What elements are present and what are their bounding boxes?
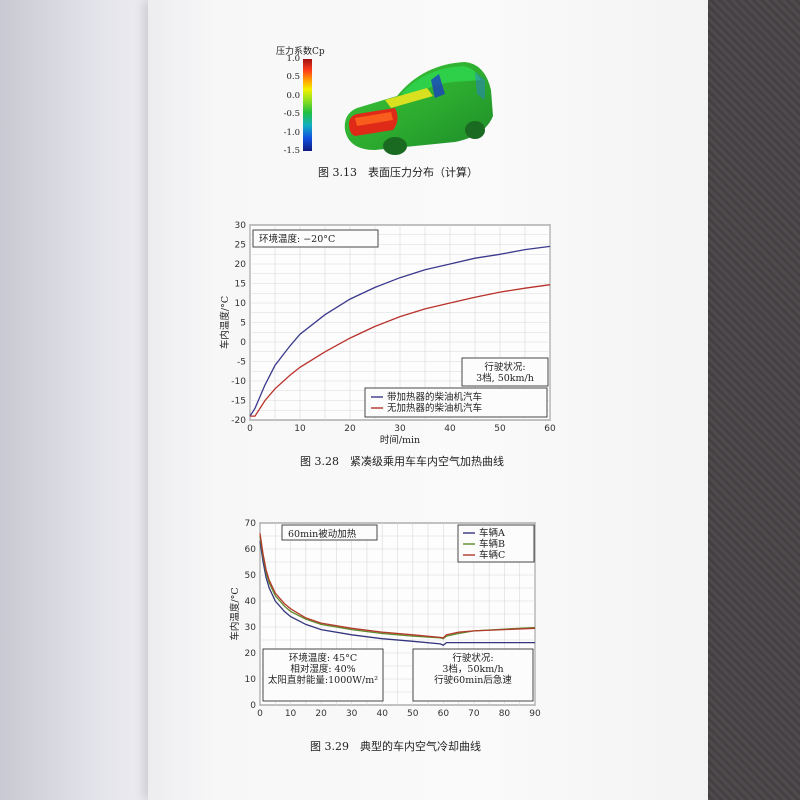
colorbar-tick-label: 0.0 [286, 90, 300, 101]
legend [364, 387, 548, 418]
y-tick-label: 50 [245, 571, 257, 581]
x-tick-label: 0 [247, 424, 253, 434]
environment-box-text: 相对湿度: 40% [290, 663, 355, 675]
colorbar-tick-label: 0.5 [286, 72, 300, 83]
x-axis-label: 时间/min [380, 434, 420, 446]
heating-box-text: 60min被动加热 [288, 528, 357, 540]
y-tick-label: 25 [235, 241, 246, 251]
y-tick-label: -15 [231, 397, 246, 407]
y-tick-label: 10 [245, 675, 257, 685]
x-tick-label: 10 [285, 709, 297, 719]
legend-entry: 车辆B [479, 538, 505, 550]
x-tick-label: 60 [438, 709, 450, 719]
series-line [259, 535, 536, 640]
legend-entry: 带加热器的柴油机汽车 [387, 391, 482, 403]
colorbar-tick-label: -0.5 [283, 109, 300, 120]
facing-page [0, 0, 160, 800]
y-tick-label: -5 [237, 358, 246, 368]
y-axis-label: 车内温度/°C [229, 587, 241, 640]
driving-condition-box-text: 行驶状况: [484, 361, 525, 373]
x-tick-label: 80 [499, 709, 511, 719]
x-tick-label: 50 [494, 424, 506, 434]
x-tick-label: 70 [468, 709, 480, 719]
heating-curve-chart: 0 10 20 30 40 50 60-20-15-10-5051015202530时间/m… [219, 221, 556, 446]
environment-box [262, 648, 384, 702]
colorbar-tick-label: -1.0 [283, 127, 300, 138]
y-tick-label: 0 [250, 701, 256, 711]
y-tick-label: 20 [235, 260, 247, 270]
series-line [259, 533, 536, 639]
x-tick-label: 10 [294, 424, 306, 434]
driving-condition-box-text: 行驶状况: [452, 652, 493, 664]
x-tick-label: 20 [315, 709, 327, 719]
colorbar [303, 59, 312, 151]
y-axis-label: 车内温度/°C [219, 296, 231, 349]
driving-condition-box-text: 3档，50km/h [442, 663, 503, 675]
y-tick-label: 30 [245, 623, 257, 633]
legend-entry: 无加热器的柴油机汽车 [387, 402, 482, 414]
x-tick-label: 50 [407, 709, 419, 719]
x-tick-label: 20 [344, 424, 356, 434]
condition-box-text: 环境温度: −20°C [259, 233, 335, 245]
x-tick-label: 30 [346, 709, 358, 719]
y-tick-label: 30 [235, 221, 247, 231]
x-tick-label: 40 [376, 709, 388, 719]
y-tick-label: 40 [245, 597, 257, 607]
figure-3-13-caption: 图 3.13 表面压力分布（计算） [318, 166, 478, 179]
y-tick-label: 20 [245, 649, 257, 659]
series-line [250, 284, 551, 417]
colorbar-title: 压力系数Cp [276, 47, 325, 57]
cooling-curve-chart: 0 10 20 30 40 50 60 70 80 90 0 10 20 30 40 50 60 70 车内温度/°… [229, 519, 541, 719]
table-surface [690, 0, 800, 800]
figure-3-29-caption: 图 3.29 典型的车内空气冷却曲线 [310, 740, 481, 753]
condition-box [252, 229, 379, 248]
car-pressure-render [344, 62, 493, 155]
x-tick-label: 60 [544, 424, 556, 434]
driving-condition-box-text: 3档, 50km/h [476, 372, 534, 384]
heating-box [281, 524, 378, 541]
y-tick-label: 5 [240, 319, 246, 329]
environment-box-text: 太阳直射能量:1000W/m² [268, 674, 378, 686]
series-line [259, 541, 535, 646]
series-line [249, 245, 551, 417]
driving-condition-box [412, 648, 534, 702]
x-tick-label: 30 [394, 424, 406, 434]
legend-entry: 车辆A [479, 527, 505, 539]
colorbar-tick-label: -1.5 [283, 146, 300, 156]
y-tick-label: -10 [231, 377, 246, 387]
figure-3-28-caption: 图 3.28 紧凑级乘用车车内空气加热曲线 [300, 455, 504, 468]
colorbar-tick-label: 1.0 [286, 54, 300, 64]
driving-condition-box [461, 357, 549, 387]
driving-condition-box-text: 行驶60min后急速 [434, 674, 512, 686]
x-tick-label: 40 [444, 424, 456, 434]
legend-entry: 车辆C [479, 549, 505, 561]
x-tick-label: 90 [529, 709, 541, 719]
y-tick-label: 60 [245, 545, 257, 555]
y-tick-label: 15 [235, 280, 246, 290]
y-tick-label: -20 [231, 416, 246, 426]
y-tick-label: 10 [235, 299, 247, 309]
environment-box-text: 环境温度: 45°C [289, 652, 357, 664]
x-tick-label: 0 [257, 709, 263, 719]
y-tick-label: 0 [240, 338, 246, 348]
y-tick-label: 70 [245, 519, 257, 529]
